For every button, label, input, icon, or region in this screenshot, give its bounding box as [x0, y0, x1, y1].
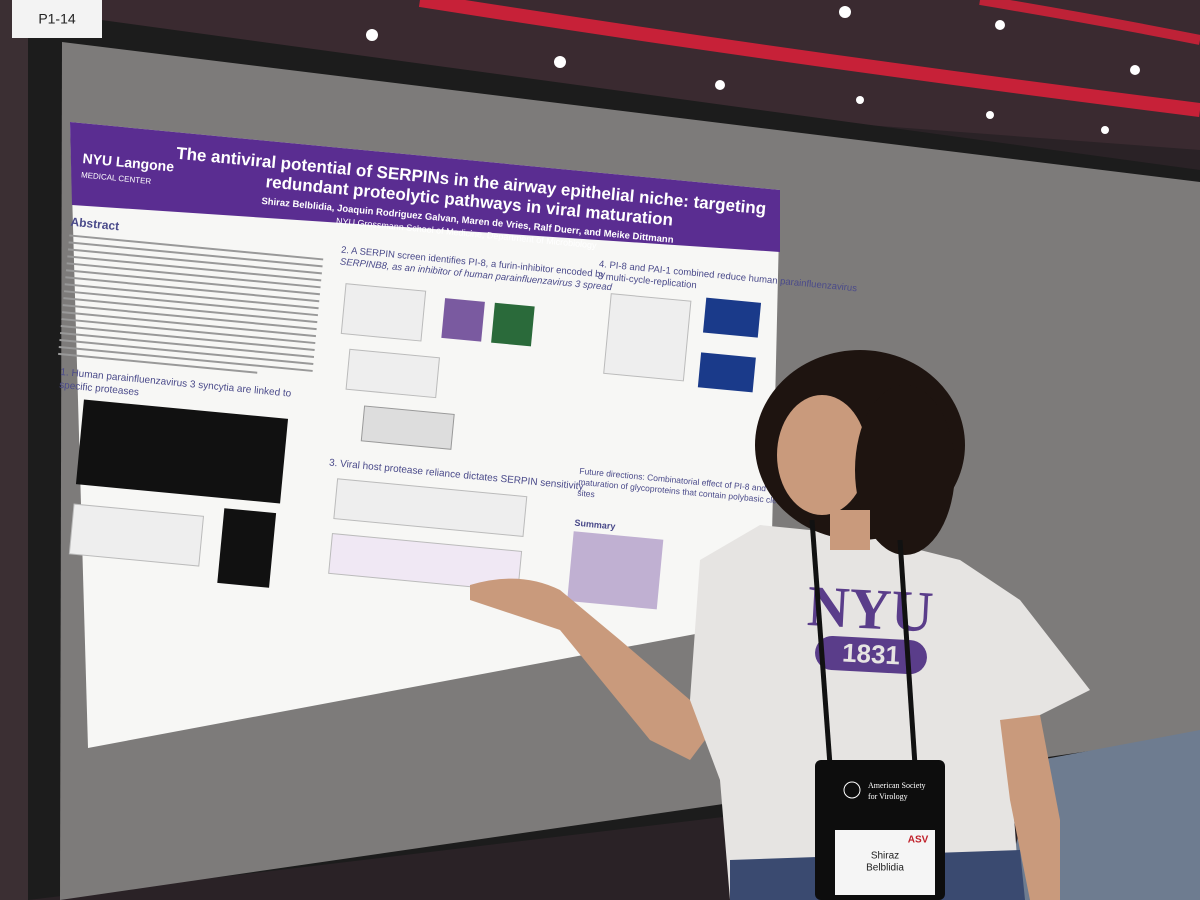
shirt-print: 1831 — [841, 637, 900, 670]
ceiling-lights — [366, 6, 1140, 134]
shirt — [690, 525, 1090, 900]
badge-card — [835, 830, 935, 895]
booth-label: P1-14 — [38, 11, 76, 27]
summary-box — [567, 531, 664, 610]
badge-name: Belblidia — [866, 863, 904, 874]
arm — [1000, 715, 1060, 900]
hair — [855, 385, 955, 555]
left-wall — [0, 0, 28, 900]
figure-panel — [491, 302, 535, 347]
lanyard — [897, 539, 918, 766]
badge-society: for Virology — [868, 792, 908, 801]
badge-logo: ASV — [908, 835, 929, 846]
figure-panel — [603, 293, 692, 382]
badge-society-logo — [843, 781, 861, 799]
badge-society: American Society — [868, 781, 926, 790]
figure-panel — [333, 478, 528, 538]
booth-label-card — [12, 0, 102, 38]
ceiling-light-strip — [418, 0, 1200, 117]
shirt-print-band — [815, 636, 927, 675]
figure-panel — [340, 283, 427, 342]
figure-panel — [328, 532, 523, 592]
neck — [830, 510, 870, 550]
poster-header — [70, 122, 780, 252]
figure-panel — [360, 405, 455, 450]
ceiling-light-strip — [979, 0, 1200, 45]
figure-panel — [68, 503, 205, 567]
section-heading: sites — [577, 488, 595, 500]
ceiling — [0, 0, 1200, 150]
figure-panel — [702, 297, 762, 338]
microscopy-grid — [75, 399, 289, 504]
arm — [470, 578, 720, 760]
microscopy-image — [217, 508, 277, 588]
figure-panel — [345, 348, 440, 399]
figure-panel — [441, 298, 485, 342]
figure-panel — [697, 352, 756, 393]
abstract-text-lines — [58, 234, 324, 374]
face — [777, 395, 867, 515]
badge-name: Shiraz — [871, 851, 899, 862]
lanyard — [809, 519, 833, 766]
section-heading: Summary — [574, 518, 616, 532]
section-heading: Abstract — [70, 215, 120, 234]
shirt-print: NYU — [806, 573, 935, 644]
